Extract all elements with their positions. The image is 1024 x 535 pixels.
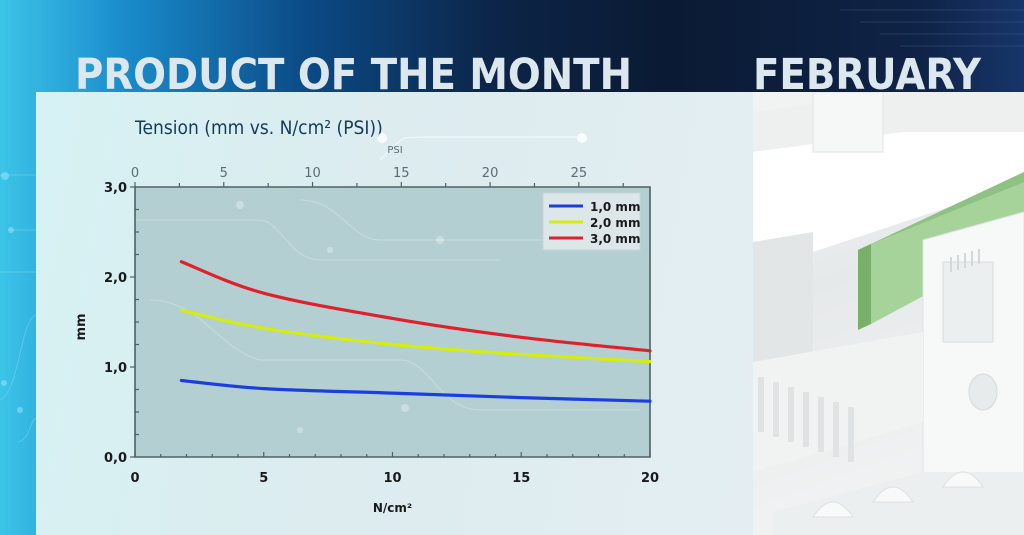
series-line bbox=[179, 308, 652, 364]
y-axis-title: mm bbox=[74, 313, 89, 340]
x-tick-label: 5 bbox=[259, 471, 268, 486]
y-tick-label: 0,0 bbox=[104, 451, 127, 466]
product-image bbox=[753, 92, 1024, 535]
series-line bbox=[179, 260, 652, 353]
y-tick-label: 1,0 bbox=[104, 361, 127, 376]
psi-tick-label: 0 bbox=[131, 166, 139, 181]
x-tick-label: 15 bbox=[512, 471, 530, 486]
y-tick-label: 3,0 bbox=[104, 181, 127, 196]
cable-duct-illustration bbox=[753, 92, 1024, 535]
psi-tick-label: 20 bbox=[482, 166, 499, 181]
legend-label: 2,0 mm bbox=[590, 216, 640, 230]
psi-axis-title: PSI bbox=[387, 145, 402, 156]
psi-tick-label: 10 bbox=[304, 166, 321, 181]
x-axis-title: N/cm² bbox=[373, 501, 412, 515]
legend-label: 3,0 mm bbox=[590, 232, 640, 246]
chart-title: Tension (mm vs. N/cm² (PSI)) bbox=[135, 117, 383, 139]
headline: PRODUCT OF THE MONTH bbox=[75, 50, 632, 100]
legend-label: 1,0 mm bbox=[590, 200, 640, 214]
legend: 1,0 mm 2,0 mm 3,0 mm bbox=[542, 192, 641, 251]
psi-tick-label: 5 bbox=[220, 166, 228, 181]
psi-tick-label: 15 bbox=[393, 166, 410, 181]
y-tick-label: 2,0 bbox=[104, 271, 127, 286]
x-tick-label: 0 bbox=[130, 471, 139, 486]
psi-tick-label: 25 bbox=[571, 166, 588, 181]
x-tick-label: 10 bbox=[383, 471, 401, 486]
x-tick-label: 20 bbox=[641, 471, 659, 486]
series-line bbox=[179, 378, 652, 403]
